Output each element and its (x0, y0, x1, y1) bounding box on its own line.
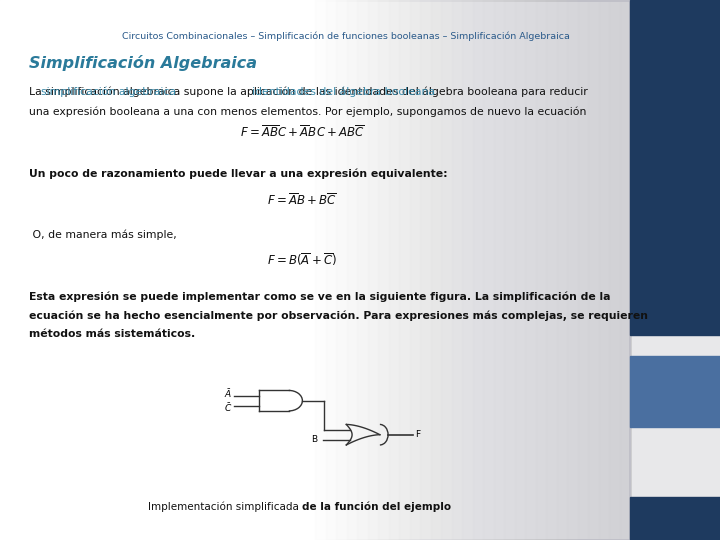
Bar (420, 0, 630, 540)
Text: B: B (311, 435, 318, 444)
Text: $F = \overline{A}\overline{B}C + \overline{A}BC + AB\overline{C}$: $F = \overline{A}\overline{B}C + \overli… (240, 124, 365, 140)
Bar (525, 0, 630, 540)
Bar (410, 0, 630, 540)
Bar (598, 0, 630, 540)
Bar (462, 0, 630, 540)
Bar (567, 0, 630, 540)
Bar (619, 0, 630, 540)
Text: $\bar{C}$: $\bar{C}$ (224, 401, 232, 414)
Bar (441, 0, 630, 540)
Bar (536, 0, 630, 540)
Bar (546, 0, 630, 540)
Bar (588, 0, 630, 540)
Text: La simplificación algebraica supone la aplicación de las identidades del álgebra: La simplificación algebraica supone la a… (29, 86, 588, 97)
Bar (378, 0, 630, 540)
Bar (357, 0, 630, 540)
Bar (431, 0, 630, 540)
Text: métodos más sistemáticos.: métodos más sistemáticos. (29, 329, 195, 340)
Text: $F = \overline{A}B + B\overline{C}$: $F = \overline{A}B + B\overline{C}$ (267, 192, 338, 208)
Bar (630, 0, 720, 335)
Bar (451, 0, 630, 540)
Bar (630, 497, 720, 540)
Bar (493, 0, 630, 540)
Bar (557, 0, 630, 540)
Bar (399, 0, 630, 540)
Bar (389, 0, 630, 540)
Text: una expresión booleana a una con menos elementos. Por ejemplo, supongamos de nue: una expresión booleana a una con menos e… (29, 107, 586, 117)
Bar (336, 0, 630, 540)
Text: O, de manera más simple,: O, de manera más simple, (29, 230, 176, 240)
Bar (504, 0, 630, 540)
Bar (609, 0, 630, 540)
Text: $\bar{A}$: $\bar{A}$ (224, 388, 232, 400)
Bar (315, 0, 630, 540)
Bar (630, 356, 720, 427)
Text: Un poco de razonamiento puede llevar a una expresión equivalente:: Un poco de razonamiento puede llevar a u… (29, 168, 447, 179)
Text: Implementación simplificada: Implementación simplificada (148, 501, 302, 511)
Text: ecuación se ha hecho esencialmente por observación. Para expresiones más complej: ecuación se ha hecho esencialmente por o… (29, 310, 648, 321)
Bar (515, 0, 630, 540)
Bar (346, 0, 630, 540)
Bar (483, 0, 630, 540)
Bar (472, 0, 630, 540)
Bar (325, 0, 630, 540)
Text: F: F (415, 430, 420, 439)
Text: Esta expresión se puede implementar como se ve en la siguiente figura. La simpli: Esta expresión se puede implementar como… (29, 292, 611, 302)
Text: simplificación algebraica: simplificación algebraica (40, 86, 176, 97)
Text: $F = B(\overline{A} + \overline{C})$: $F = B(\overline{A} + \overline{C})$ (267, 251, 338, 268)
Bar (367, 0, 630, 540)
Text: Simplificación Algebraica: Simplificación Algebraica (29, 55, 257, 71)
Text: Circuitos Combinacionales – Simplificación de funciones booleanas – Simplificaci: Circuitos Combinacionales – Simplificaci… (122, 32, 570, 42)
Text: identidades del álgebra booleana: identidades del álgebra booleana (253, 86, 436, 97)
Text: de la función del ejemplo: de la función del ejemplo (302, 501, 451, 511)
Bar (0, 0, 630, 540)
Bar (577, 0, 630, 540)
